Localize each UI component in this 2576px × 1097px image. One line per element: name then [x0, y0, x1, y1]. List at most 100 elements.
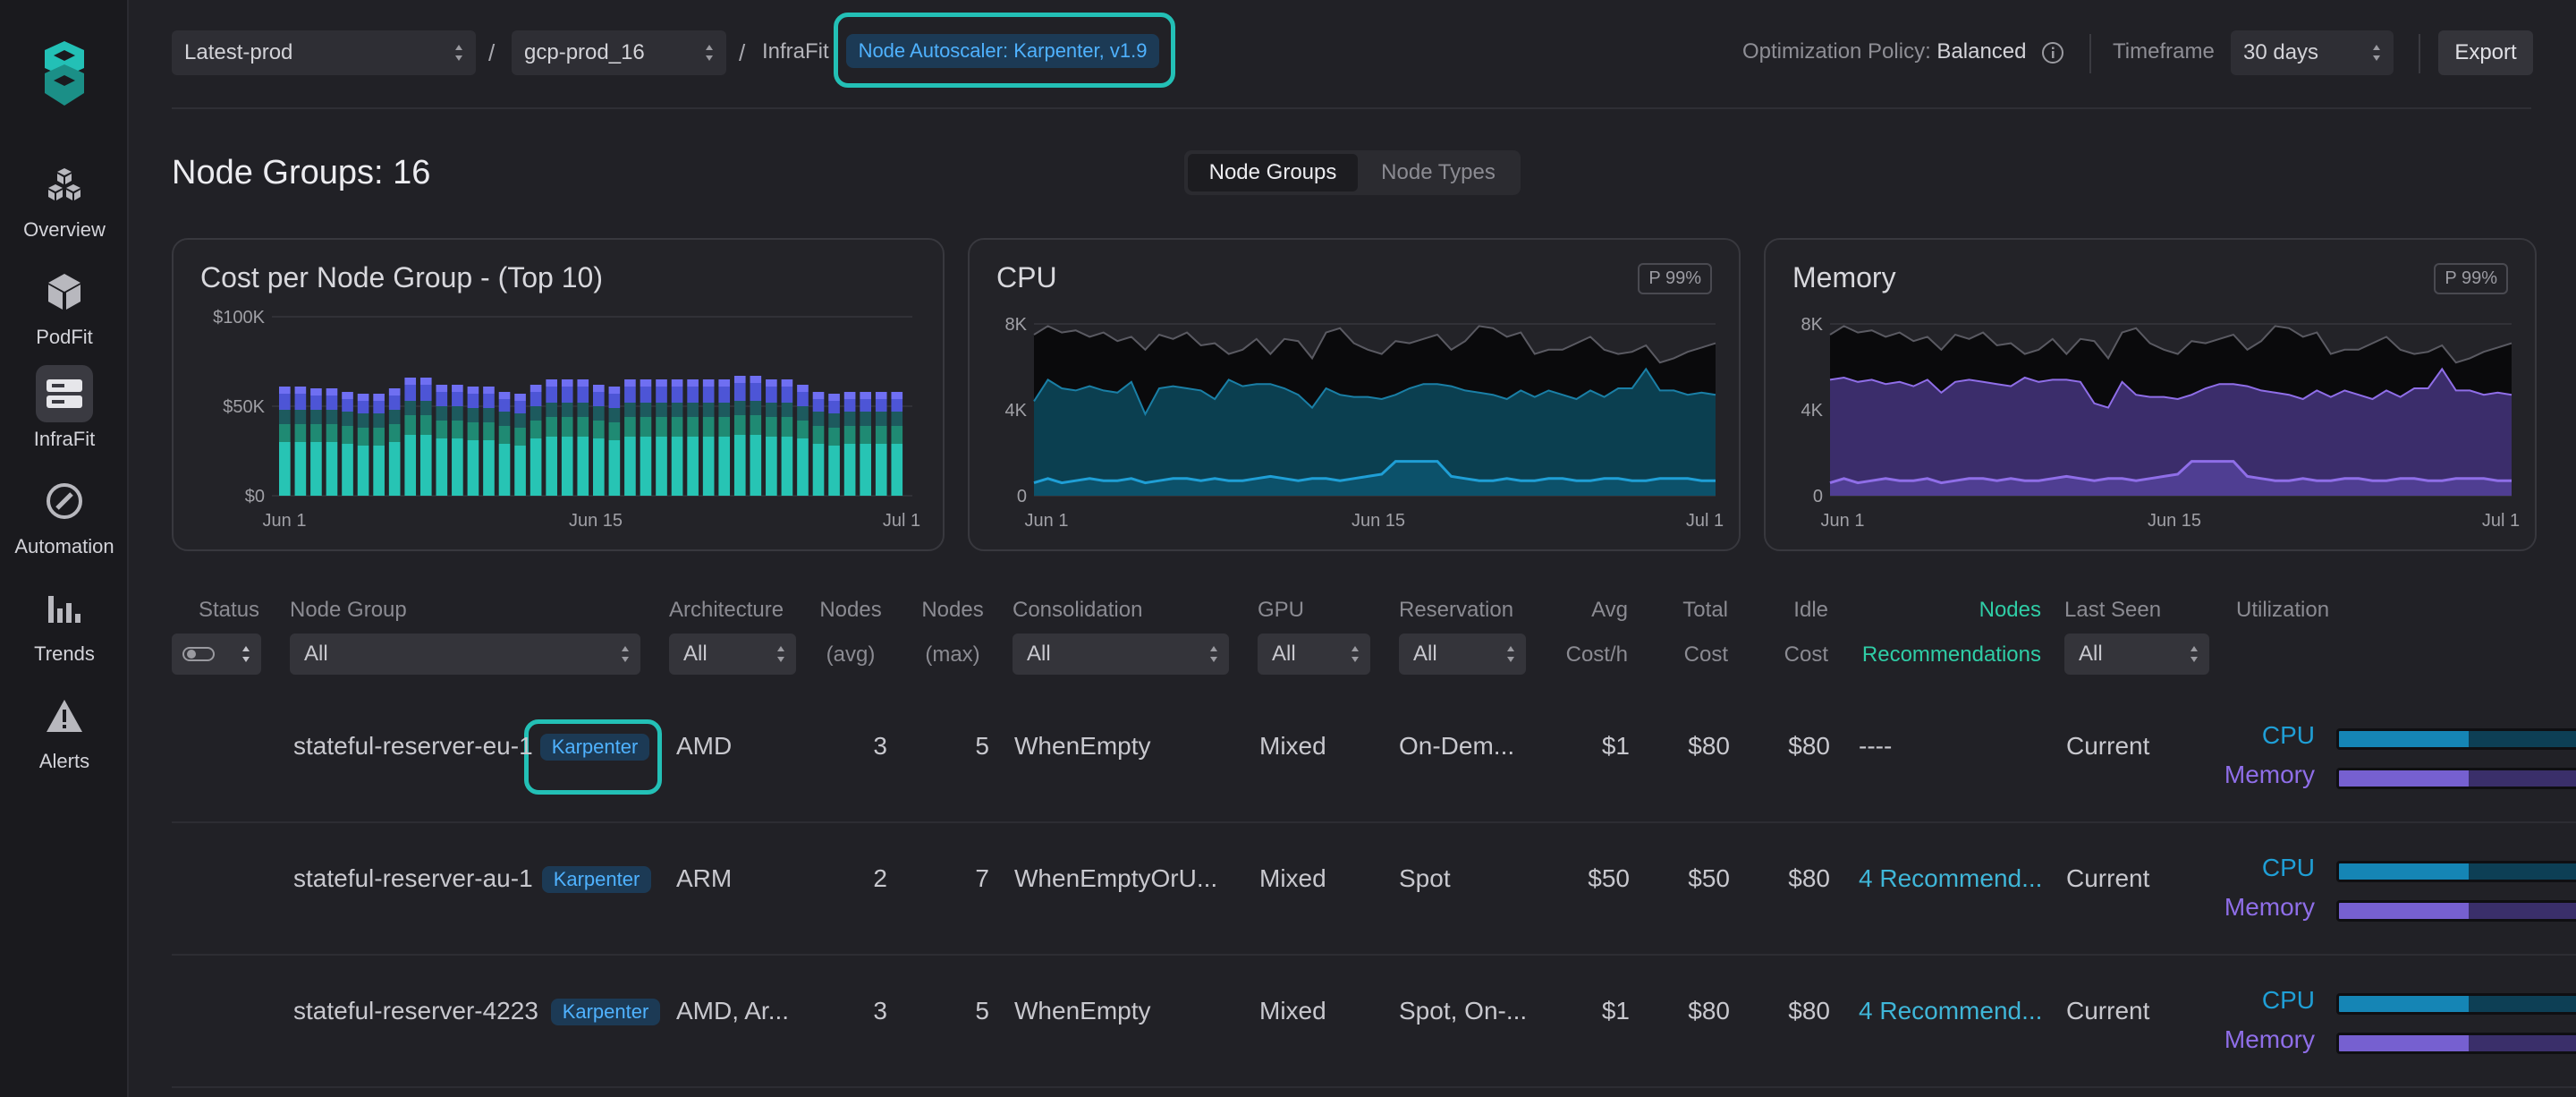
recommendations-cell[interactable]: 4 Recommend...	[1859, 864, 2043, 892]
nav-automation[interactable]: Automation	[0, 472, 129, 571]
bar-segment	[608, 422, 621, 440]
percentile-badge[interactable]: P 99%	[2434, 263, 2508, 294]
bar-segment	[326, 442, 338, 496]
col-header-consolidation[interactable]: Consolidation	[1013, 598, 1143, 622]
col-header-architecture[interactable]: Architecture	[669, 598, 784, 622]
status-filter-toggle[interactable]	[172, 634, 261, 675]
bar-segment	[797, 421, 809, 438]
bar-segment	[687, 379, 699, 387]
bar-segment	[812, 412, 825, 426]
chart-title: Memory	[1792, 261, 1896, 293]
col-header-total-cost[interactable]: Total Cost	[1682, 598, 1728, 667]
bar-segment	[766, 437, 777, 496]
toggle-icon	[182, 647, 215, 661]
recommendations-cell[interactable]: 4 Recommend...	[1859, 997, 2043, 1025]
bar-segment	[357, 446, 369, 496]
col-header-reservation[interactable]: Reservation	[1399, 598, 1514, 622]
bar-segment	[733, 376, 746, 383]
series-area	[1830, 369, 2512, 496]
col-header-gpu[interactable]: GPU	[1258, 598, 1305, 622]
bar-segment	[357, 413, 369, 428]
bar-segment	[419, 385, 432, 401]
last-seen-filter[interactable]: All	[2064, 634, 2209, 675]
y-tick-label: 4K	[1005, 401, 1028, 421]
bar-segment	[843, 444, 856, 496]
memory-util-fill	[2339, 770, 2469, 787]
col-header-recommendations[interactable]: Nodes Recommendations	[1861, 598, 2041, 667]
col-header-nodes-avg[interactable]: Nodes (avg)	[819, 598, 882, 667]
nav-podfit[interactable]: PodFit	[0, 263, 129, 361]
avg-cost-cell: $1	[1601, 732, 1630, 760]
karpenter-badge[interactable]: Karpenter	[540, 734, 649, 761]
col-header-status[interactable]: Status	[199, 598, 260, 622]
export-button[interactable]: Export	[2438, 30, 2533, 75]
karpenter-badge[interactable]: Karpenter	[542, 866, 651, 893]
gpu-cell: Mixed	[1259, 864, 1326, 892]
nav-infrafit[interactable]: InfraFit	[0, 365, 129, 463]
cluster-select[interactable]: Latest-prod	[172, 30, 476, 75]
nodes-max-cell: 5	[975, 997, 989, 1025]
karpenter-badge[interactable]: Karpenter	[551, 999, 660, 1025]
bar-segment	[671, 437, 683, 496]
y-tick-label: 0	[1813, 487, 1823, 506]
gpu-filter[interactable]: All	[1258, 634, 1370, 675]
col-header-node-group[interactable]: Node Group	[290, 598, 407, 622]
bar-segment	[404, 385, 417, 401]
bar-segment	[860, 399, 871, 412]
bar-segment	[640, 403, 652, 417]
tab-node-groups[interactable]: Node Groups	[1188, 154, 1358, 191]
col-header-last-seen[interactable]: Last Seen	[2064, 598, 2162, 622]
bar-segment	[624, 417, 636, 437]
memory-util-bar	[2336, 768, 2576, 789]
policy-label: Optimization Policy: Balanced	[1742, 39, 2027, 64]
nav-overview[interactable]: Overview	[0, 156, 129, 254]
bar-segment	[357, 428, 369, 446]
col-header-idle-cost[interactable]: Idle Cost	[1784, 598, 1828, 667]
breadcrumb-infrafit[interactable]: InfraFit	[762, 39, 829, 64]
tab-node-types[interactable]: Node Types	[1381, 160, 1496, 184]
cpu-util-label: CPU	[2261, 854, 2315, 881]
x-tick-label: Jun 15	[1352, 511, 1405, 531]
memory-chart: 0 4K 8K Jun 1 Jun 15 Jul 1	[1801, 315, 2521, 531]
bar-segment	[656, 379, 667, 387]
cpu-chart: 0 4K 8K Jun 1 Jun 15 Jul 1	[1005, 315, 1724, 531]
project-select[interactable]: gcp-prod_16	[512, 30, 726, 75]
bar-segment	[294, 394, 307, 410]
col-header-avg-cost[interactable]: Avg Cost/h	[1565, 598, 1628, 667]
nav-trends[interactable]: Trends	[0, 580, 129, 678]
bar-segment	[656, 437, 667, 496]
bar-segment	[577, 403, 589, 417]
bar-segment	[860, 392, 871, 399]
bar-segment	[656, 403, 667, 417]
app-logo[interactable]	[41, 41, 88, 106]
bar-segment	[483, 422, 495, 440]
consolidation-filter[interactable]: All	[1013, 634, 1229, 675]
percentile-badge[interactable]: P 99%	[1638, 263, 1712, 294]
memory-util-fill	[2339, 1035, 2469, 1051]
bar-segment	[671, 387, 683, 403]
bar-segment	[750, 401, 762, 415]
total-cost-cell: $50	[1688, 864, 1730, 892]
timeframe-select[interactable]: 30 days	[2231, 30, 2394, 75]
architecture-filter[interactable]: All	[669, 634, 796, 675]
bar-segment	[781, 437, 793, 496]
memory-util-label: Memory	[2224, 893, 2315, 921]
node-group-filter[interactable]: All	[290, 634, 640, 675]
col-header-utilization[interactable]: Utilization	[2236, 598, 2330, 622]
col-header-nodes-max[interactable]: Nodes (max)	[921, 598, 984, 667]
bar-segment	[656, 387, 667, 403]
consolidation-cell: WhenEmpty	[1014, 732, 1151, 760]
info-icon[interactable]	[2041, 41, 2064, 64]
bar-segment	[294, 442, 307, 496]
autoscaler-badge[interactable]: Node Autoscaler: Karpenter, v1.9	[846, 34, 1159, 68]
bar-segment	[546, 437, 557, 496]
bar-segment	[310, 442, 322, 496]
nav-alerts[interactable]: Alerts	[0, 687, 129, 786]
bar-segment	[875, 426, 887, 444]
consolidation-cell: WhenEmptyOrU...	[1014, 864, 1218, 892]
node-group-name: stateful-reserver-4223	[293, 997, 538, 1025]
bar-segment	[452, 438, 463, 496]
bar-segment	[797, 406, 809, 421]
bar-segment	[766, 387, 777, 403]
reservation-filter[interactable]: All	[1399, 634, 1526, 675]
